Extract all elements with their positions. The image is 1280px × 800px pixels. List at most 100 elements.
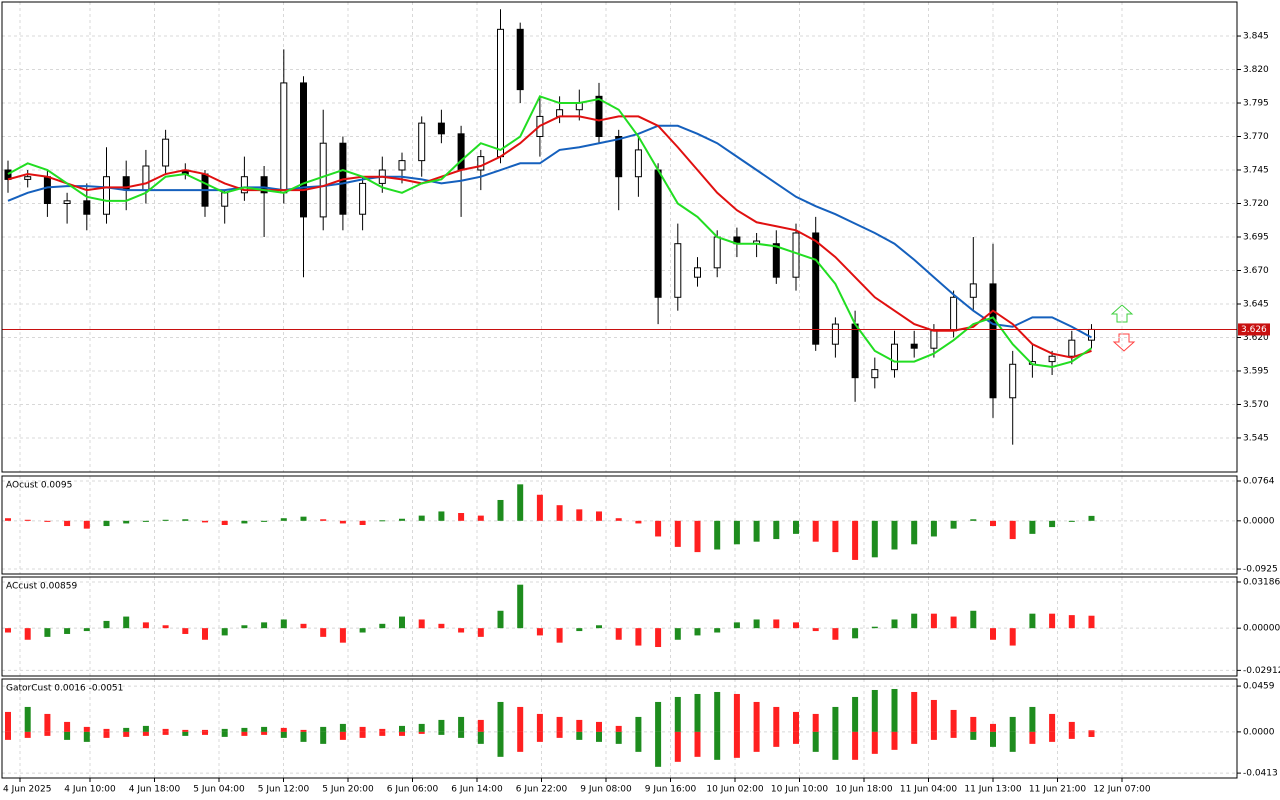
histogram-bar	[438, 731, 445, 735]
histogram-bar	[536, 713, 543, 732]
histogram-bar	[320, 731, 327, 744]
histogram-bar	[182, 519, 189, 521]
y-tick-label: 3.595	[1243, 366, 1269, 376]
histogram-bar	[1068, 731, 1075, 739]
x-tick-label: 9 Jun 08:00	[580, 785, 632, 795]
histogram-bar	[221, 728, 228, 732]
histogram-bar	[44, 520, 51, 522]
candle-body	[674, 243, 682, 298]
histogram-bar	[517, 484, 524, 521]
histogram-bar	[221, 731, 228, 737]
histogram-bar	[1009, 731, 1016, 752]
histogram-bar	[871, 626, 878, 629]
histogram-bar	[202, 731, 208, 735]
histogram-bar	[536, 731, 543, 742]
histogram-bar	[812, 713, 819, 732]
histogram-bar	[399, 616, 405, 629]
histogram-bar	[339, 723, 346, 732]
histogram-bar	[5, 711, 11, 732]
histogram-bar	[320, 726, 327, 732]
histogram-bar	[930, 731, 937, 740]
histogram-bar	[359, 726, 366, 732]
candle-body	[634, 149, 642, 178]
y-tick-label: 3.695	[1243, 233, 1269, 243]
histogram-bar	[793, 711, 799, 732]
histogram-bar	[261, 731, 268, 735]
candle-body	[969, 283, 977, 298]
histogram-bar	[733, 520, 740, 545]
y-tick-label: 0.00000	[1243, 624, 1280, 634]
histogram-bar	[83, 726, 90, 732]
histogram-bar	[379, 623, 386, 629]
histogram-bar	[852, 731, 859, 760]
histogram-bar	[182, 729, 189, 732]
histogram-bar	[1088, 515, 1095, 521]
histogram-bar	[123, 731, 130, 737]
histogram-bar	[1088, 615, 1095, 629]
candle-body	[891, 343, 898, 371]
histogram-bar	[261, 726, 268, 732]
histogram-bar	[44, 628, 51, 637]
histogram-bar	[576, 509, 583, 521]
histogram-bar	[556, 628, 563, 643]
x-tick-label: 11 Jun 04:00	[900, 785, 957, 795]
panel-title: GatorCust 0.0016 -0.0051	[6, 684, 123, 694]
histogram-bar	[1029, 731, 1036, 744]
histogram-bar	[1009, 520, 1016, 540]
candle-body	[83, 200, 91, 215]
histogram-bar	[142, 622, 149, 629]
histogram-bar	[773, 619, 780, 629]
candle-body	[812, 232, 820, 345]
candle-body	[950, 296, 958, 332]
histogram-bar	[1088, 730, 1095, 732]
histogram-bar	[359, 520, 366, 525]
candle-body	[595, 95, 603, 138]
histogram-bar	[24, 731, 31, 738]
y-tick-label: 0.0764	[1243, 477, 1275, 487]
histogram-bar	[418, 731, 425, 734]
histogram-bar	[655, 701, 662, 732]
histogram-bar	[911, 691, 918, 732]
x-tick-label: 5 Jun 20:00	[322, 785, 374, 795]
histogram-bar	[142, 520, 149, 522]
histogram-bar	[142, 725, 149, 732]
histogram-bar	[379, 520, 386, 522]
histogram-bar	[83, 628, 90, 632]
histogram-bar	[1029, 520, 1036, 534]
histogram-bar	[793, 731, 799, 744]
histogram-bar	[399, 731, 405, 736]
histogram-bar	[241, 625, 248, 629]
histogram-bar	[418, 723, 425, 732]
histogram-bar	[1068, 721, 1075, 732]
histogram-bar	[812, 731, 819, 752]
candle-body	[260, 176, 268, 194]
histogram-bar	[950, 520, 957, 529]
candle-body	[831, 323, 839, 345]
histogram-bar	[1009, 628, 1016, 646]
last-price-label: 3.626	[1241, 325, 1267, 335]
histogram-bar	[852, 628, 859, 639]
histogram-bar	[339, 731, 346, 740]
histogram-bar	[950, 731, 957, 738]
y-tick-label: 3.795	[1243, 99, 1269, 109]
histogram-bar	[990, 723, 996, 732]
histogram-bar	[832, 706, 839, 732]
x-tick-label: 6 Jun 14:00	[451, 785, 503, 795]
histogram-bar	[103, 728, 110, 732]
panel-title: ACcust 0.00859	[6, 582, 78, 592]
histogram-bar	[320, 628, 327, 637]
candle-body	[162, 138, 170, 167]
y-tick-label: 3.820	[1243, 65, 1269, 75]
histogram-bar	[891, 520, 898, 550]
candle-body	[713, 236, 721, 269]
candle-body	[1068, 339, 1076, 357]
y-tick-label: 0.0000	[1243, 727, 1275, 737]
histogram-bar	[182, 628, 189, 634]
histogram-bar	[655, 731, 662, 767]
histogram-bar	[694, 693, 701, 732]
y-tick-label: 3.745	[1243, 166, 1269, 176]
histogram-bar	[970, 731, 977, 740]
histogram-bar	[44, 713, 51, 732]
histogram-bar	[24, 706, 31, 732]
